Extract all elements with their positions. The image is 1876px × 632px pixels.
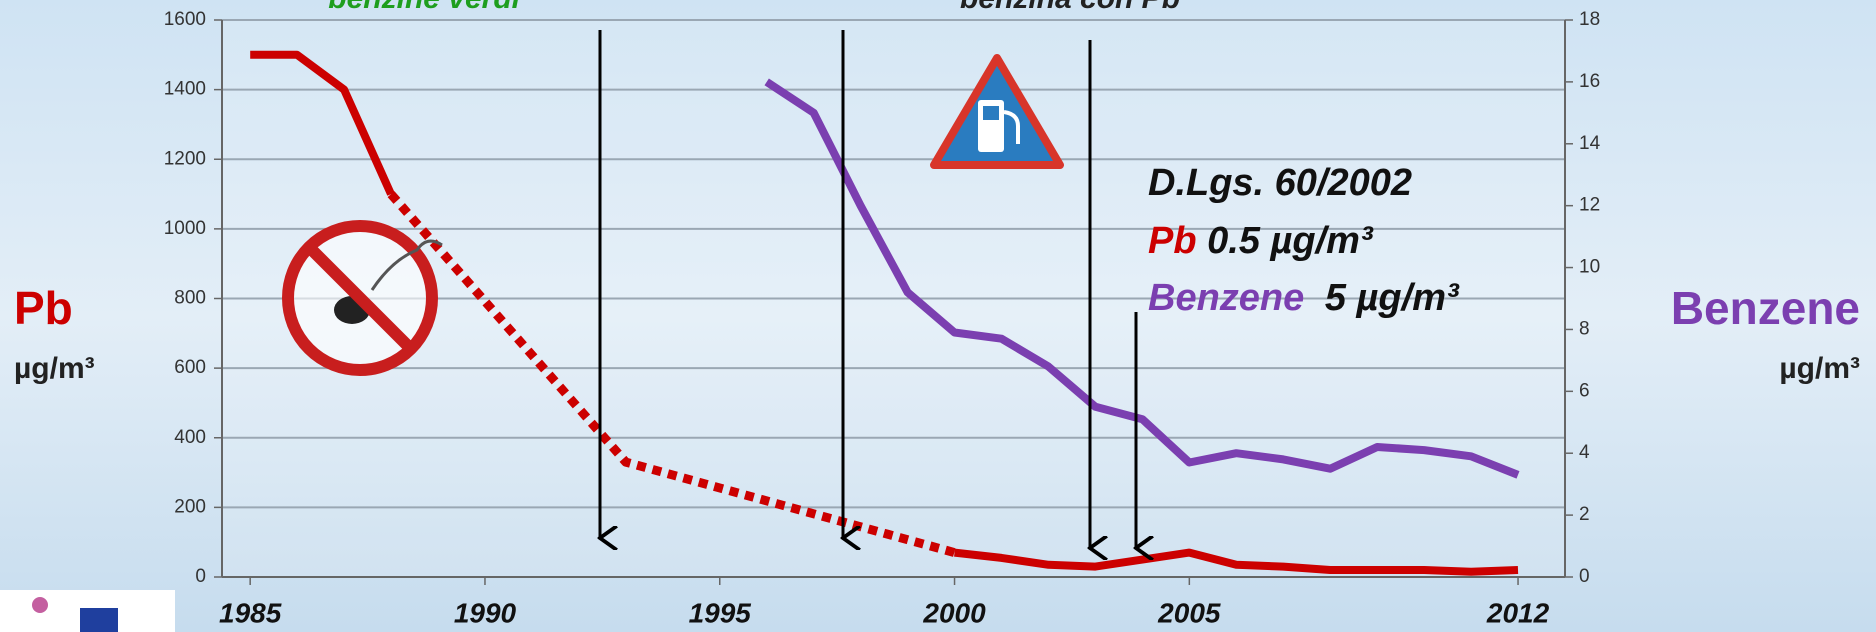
y2-tick-label: 0 <box>1579 566 1590 587</box>
series-line <box>387 191 956 557</box>
series-line <box>954 548 1519 576</box>
limit: 5 µg/m³ <box>1325 277 1460 319</box>
y-axis-unit: µg/m³ <box>14 352 95 385</box>
y2-axis-label: Benzene <box>1671 282 1860 334</box>
y-tick-label: 1600 <box>164 9 206 30</box>
logo <box>32 597 48 613</box>
logos <box>0 590 175 632</box>
fuel-icon <box>930 54 1064 169</box>
y-tick-label: 200 <box>174 496 206 517</box>
annotation-line: Benzene 5 µg/m³ <box>1148 277 1460 319</box>
y2-tick-label: 16 <box>1579 71 1600 92</box>
x-tick-label: 1995 <box>689 597 752 628</box>
x-tick-label: 2012 <box>1486 597 1550 628</box>
y-tick-label: 400 <box>174 427 206 448</box>
annotation: D.Lgs. 60/2002 Pb 0.5 µg/m³ Benzene 5 µg… <box>1148 162 1460 319</box>
y-tick-label: 0 <box>195 566 206 587</box>
y2-tick-label: 18 <box>1579 9 1600 30</box>
y-axis-label: Pb <box>14 282 73 334</box>
x-tick-label: 2005 <box>1157 597 1221 628</box>
y2-axis-unit: µg/m³ <box>1779 352 1860 385</box>
series-line <box>250 50 395 196</box>
pollutant: Benzene <box>1148 277 1304 319</box>
logo <box>80 608 118 632</box>
y2-tick-label: 12 <box>1579 195 1600 216</box>
y-tick-label: 1400 <box>164 79 206 100</box>
y2-tick-label: 8 <box>1579 318 1590 339</box>
x-tick-label: 1990 <box>454 597 517 628</box>
top-label: benzina con Pb <box>960 0 1180 15</box>
series-line <box>764 78 1520 479</box>
no-smoking-icon <box>282 220 443 376</box>
top-label: benzine verdi <box>328 0 520 15</box>
pollutant: Pb <box>1148 220 1197 262</box>
y2-tick-label: 2 <box>1579 504 1590 525</box>
x-tick-label: 1985 <box>219 597 282 628</box>
y-tick-label: 1000 <box>164 218 206 239</box>
y2-tick-label: 14 <box>1579 133 1601 154</box>
limit: 0.5 µg/m³ <box>1207 220 1374 262</box>
y2-tick-label: 10 <box>1579 257 1600 278</box>
plot-area: 0 200 400 600 800 1000 1200 1400 1600 0 2 4 6 8 10 12 14… <box>164 9 1601 628</box>
annotation-line: Pb 0.5 µg/m³ <box>1148 220 1374 262</box>
y2-tick-label: 6 <box>1579 380 1590 401</box>
y2-tick-label: 4 <box>1579 442 1590 463</box>
arrows <box>600 30 1136 548</box>
y-tick-label: 1200 <box>164 148 206 169</box>
annotation-title: D.Lgs. 60/2002 <box>1148 162 1412 204</box>
x-tick-label: 2000 <box>922 597 986 628</box>
y-tick-label: 600 <box>174 357 206 378</box>
y-tick-label: 800 <box>174 288 206 309</box>
